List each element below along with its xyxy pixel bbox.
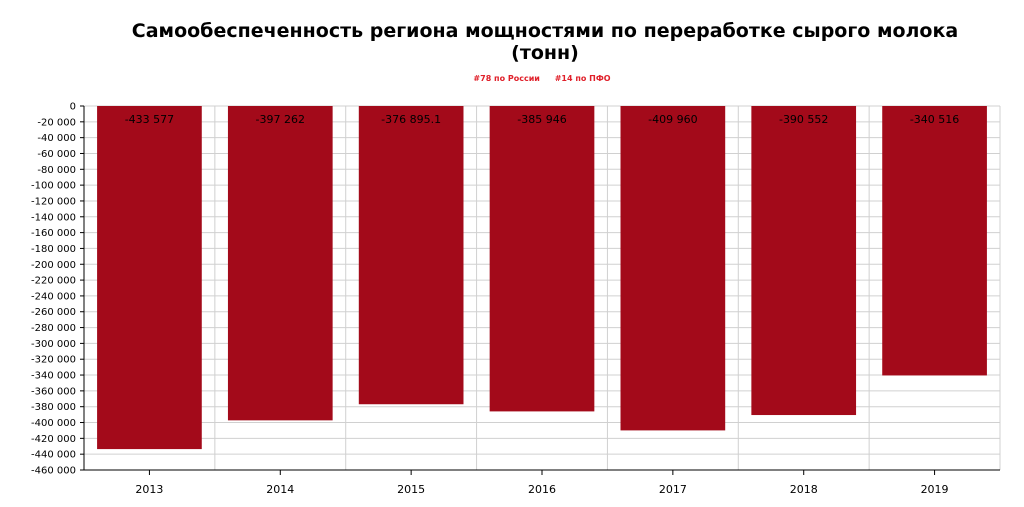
bar-2019 [882,106,987,376]
data-label-2017: -409 960 [648,113,697,126]
y-tick-label: -220 000 [31,276,76,287]
y-tick-label: -460 000 [31,466,76,477]
y-tick-label: -380 000 [31,402,76,413]
bar-2015 [358,106,464,405]
y-tick-label: -340 000 [31,371,76,382]
x-tick-label: 2018 [790,483,818,496]
rank-pfo-badge: #14 по ПФО [554,74,611,83]
data-label-2014: -397 262 [256,113,305,126]
y-tick-label: -40 000 [37,133,76,144]
bar-2014 [227,106,333,421]
x-tick-label: 2014 [266,483,294,496]
x-tick-label: 2013 [135,483,163,496]
y-tick-label: -260 000 [31,307,76,318]
y-tick-label: -360 000 [31,386,76,397]
x-tick-label: 2015 [397,483,425,496]
rank-badges: #78 по России #14 по ПФО [0,74,1024,83]
y-tick-label: 0 [70,102,76,113]
bar-2018 [751,106,857,416]
y-tick-label: -400 000 [31,418,76,429]
data-label-2016: -385 946 [517,113,566,126]
y-tick-label: -160 000 [31,228,76,239]
bar-2013 [97,106,202,450]
y-tick-label: -100 000 [31,181,76,192]
bar-2017 [620,106,726,431]
data-label-2013: -433 577 [125,113,174,126]
chart-title: Самообеспеченность региона мощностями по… [131,20,959,64]
y-tick-label: -140 000 [31,212,76,223]
y-tick-label: -420 000 [31,434,76,445]
data-label-2019: -340 516 [910,113,959,126]
y-tick-label: -280 000 [31,323,76,334]
y-tick-label: -60 000 [37,149,76,160]
y-tick-label: -180 000 [31,244,76,255]
rank-russia-badge: #78 по России [473,74,540,83]
x-tick-label: 2016 [528,483,556,496]
y-tick-label: -240 000 [31,291,76,302]
data-label-2015: -376 895.1 [381,113,441,126]
y-tick-label: -200 000 [31,260,76,271]
x-tick-label: 2017 [659,483,687,496]
y-tick-label: -320 000 [31,355,76,366]
y-tick-label: -80 000 [37,165,76,176]
y-tick-label: -120 000 [31,196,76,207]
y-tick-label: -20 000 [37,117,76,128]
data-label-2018: -390 552 [779,113,828,126]
bar-2016 [489,106,595,412]
x-tick-label: 2019 [921,483,949,496]
y-tick-label: -440 000 [31,450,76,461]
y-tick-label: -300 000 [31,339,76,350]
